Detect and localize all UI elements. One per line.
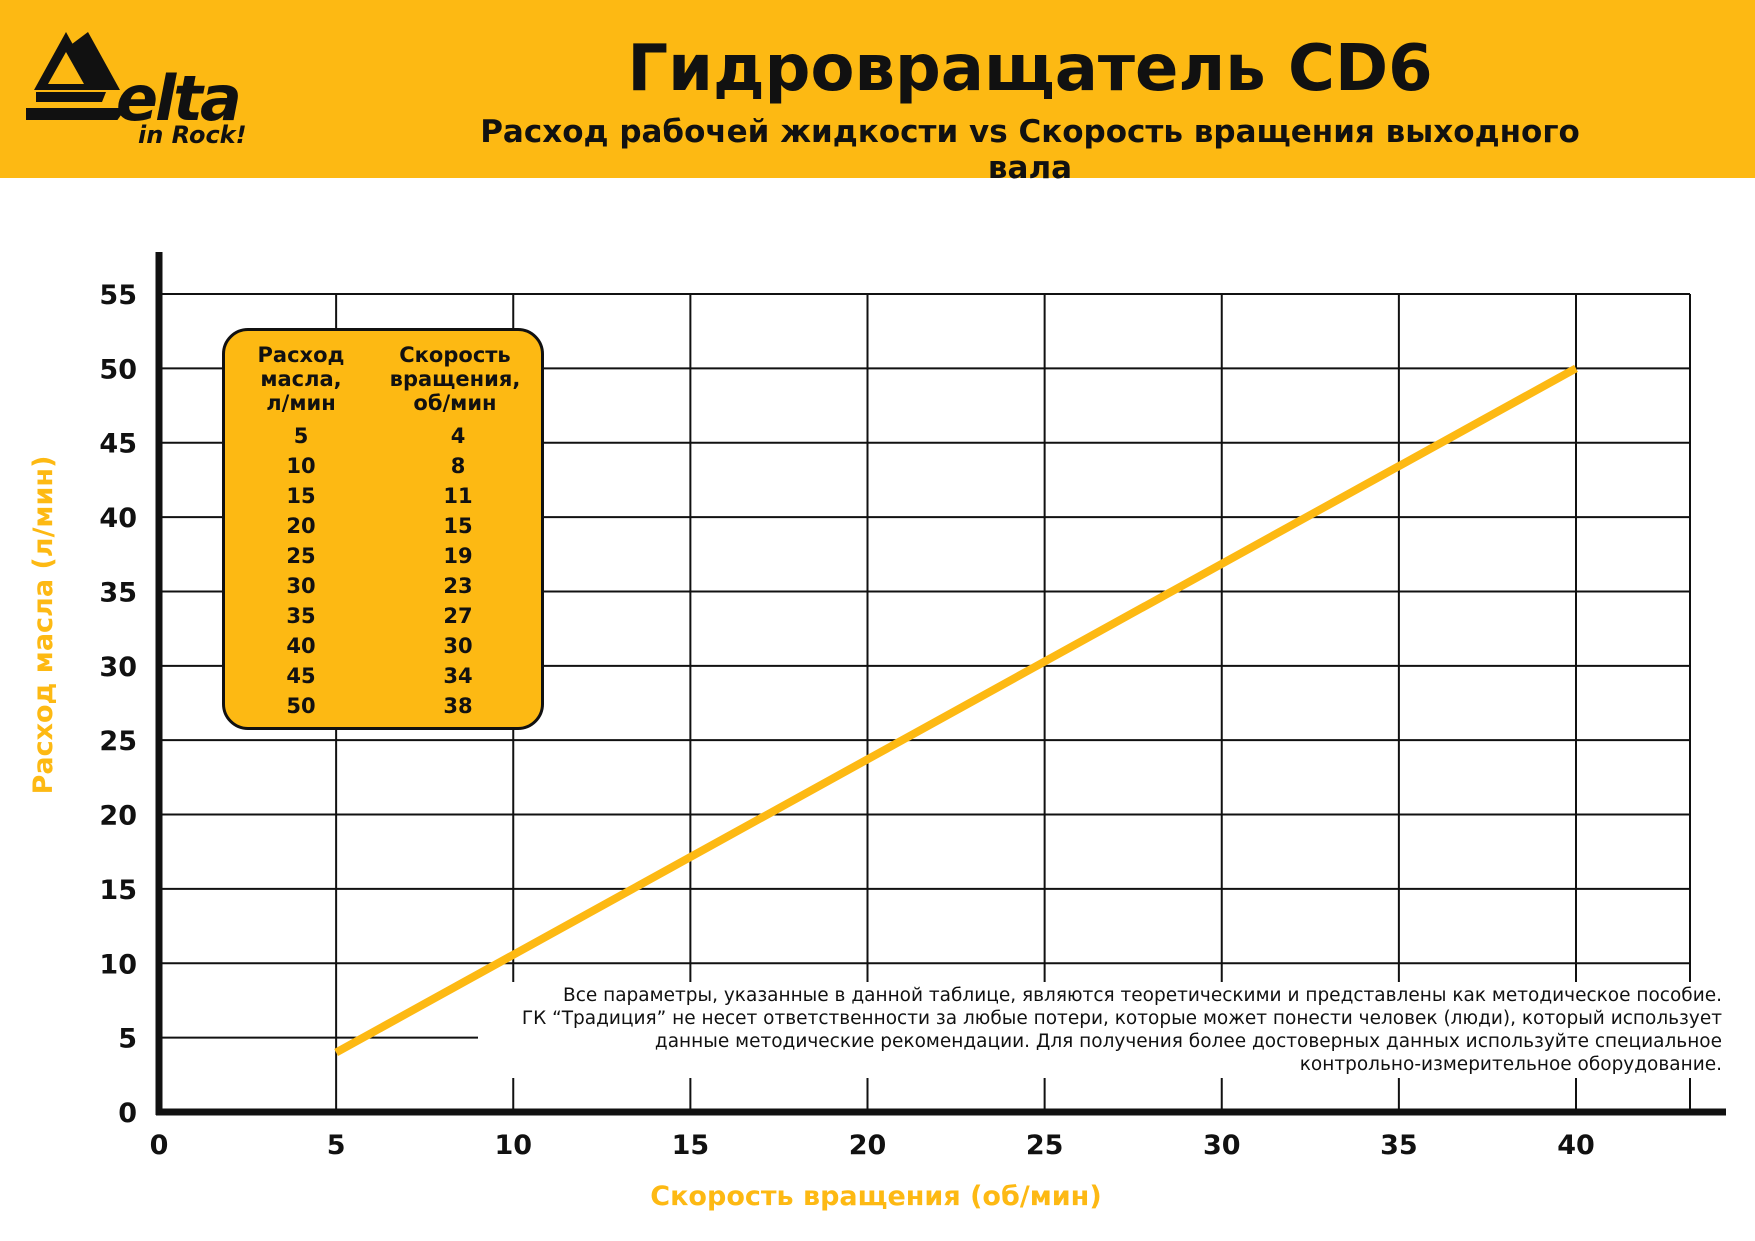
y-tick-label: 45 <box>99 429 137 460</box>
y-tick-label: 20 <box>99 801 137 832</box>
table-cell-flow: 35 <box>286 604 316 628</box>
table-cell-flow: 40 <box>286 634 316 658</box>
y-tick-label: 10 <box>99 949 137 980</box>
x-tick-label: 25 <box>1026 1130 1064 1161</box>
disclaimer-line-1: Все параметры, указанные в данной таблиц… <box>563 985 1722 1006</box>
y-tick-label: 55 <box>99 280 137 311</box>
delta-logo-mark-icon <box>26 32 126 120</box>
page-title: Гидровращатель CD6 <box>627 32 1433 106</box>
logo-tagline: in Rock! <box>138 121 247 149</box>
table-cell-speed: 38 <box>443 694 473 718</box>
x-tick-label: 15 <box>672 1130 710 1161</box>
y-tick-label: 15 <box>99 875 137 906</box>
header-banner: elta in Rock! Гидровращатель CD6 Расход … <box>0 0 1755 186</box>
table-row: 40 30 <box>225 631 541 661</box>
table-cell-speed: 15 <box>443 514 473 538</box>
delta-logo: elta in Rock! <box>26 30 306 155</box>
disclaimer-line-2: ГК “Традиция” не несет ответственности з… <box>521 1008 1722 1029</box>
table-cell-speed: 4 <box>450 424 466 448</box>
y-tick-label: 50 <box>99 354 137 385</box>
series-line <box>334 364 1578 1057</box>
table-cell-flow: 10 <box>286 454 316 478</box>
x-tick-label: 20 <box>849 1130 887 1161</box>
x-tick-label: 35 <box>1380 1130 1418 1161</box>
table-cell-flow: 15 <box>286 484 316 508</box>
table-row: 25 19 <box>225 541 541 571</box>
table-cell-flow: 30 <box>286 574 316 598</box>
table-header-speed: Скорость вращения, об/мин <box>389 343 521 415</box>
y-tick-label: 35 <box>99 577 137 608</box>
x-tick-label: 30 <box>1203 1130 1241 1161</box>
table-cell-flow: 5 <box>293 424 309 448</box>
x-tick-label: 10 <box>494 1130 532 1161</box>
table-row: 10 8 <box>225 451 541 481</box>
disclaimer-note: Все параметры, указанные в данной таблиц… <box>478 982 1726 1078</box>
y-tick-label: 25 <box>99 726 137 757</box>
x-tick-label: 5 <box>327 1130 346 1161</box>
x-tick-label: 40 <box>1557 1130 1595 1161</box>
table-row: 20 15 <box>225 511 541 541</box>
table-cell-speed: 23 <box>443 574 473 598</box>
table-cell-speed: 30 <box>443 634 473 658</box>
table-row: 35 27 <box>225 601 541 631</box>
logo-wordmark: elta <box>116 62 242 135</box>
y-tick-label: 0 <box>118 1098 137 1129</box>
table-row: 30 23 <box>225 571 541 601</box>
table-cell-speed: 19 <box>443 544 473 568</box>
y-axis-title: Расход масла (л/мин) <box>28 456 59 795</box>
data-table-legend: Расход масла, л/мин Скорость вращения, о… <box>222 328 544 730</box>
table-cell-flow: 20 <box>286 514 316 538</box>
x-axis-title: Скорость вращения (об/мин) <box>650 1181 1101 1212</box>
y-tick-label: 5 <box>118 1024 137 1055</box>
disclaimer-line-3: данные методические рекомендации. Для по… <box>654 1031 1722 1052</box>
y-tick-label: 40 <box>99 503 137 534</box>
y-tick-label: 30 <box>99 652 137 683</box>
table-cell-flow: 45 <box>286 664 316 688</box>
table-cell-flow: 50 <box>286 694 316 718</box>
table-cell-speed: 8 <box>450 454 466 478</box>
table-cell-speed: 27 <box>443 604 473 628</box>
table-cell-flow: 25 <box>286 544 316 568</box>
disclaimer-line-4: контрольно-измерительное оборудование. <box>1299 1054 1722 1075</box>
table-header-flow: Расход масла, л/мин <box>257 343 345 415</box>
page-subtitle: Расход рабочей жидкости vs Скорость вращ… <box>480 114 1580 186</box>
table-row: 15 11 <box>225 481 541 511</box>
table-cell-speed: 11 <box>443 484 473 508</box>
x-tick-label: 0 <box>150 1130 169 1161</box>
table-row: 50 38 <box>225 691 541 721</box>
table-cell-speed: 34 <box>443 664 473 688</box>
table-rows: 5 4 10 8 15 11 20 15 25 19 30 23 35 27 40 30 45 34 50 38 <box>225 421 541 721</box>
table-row: 45 34 <box>225 661 541 691</box>
